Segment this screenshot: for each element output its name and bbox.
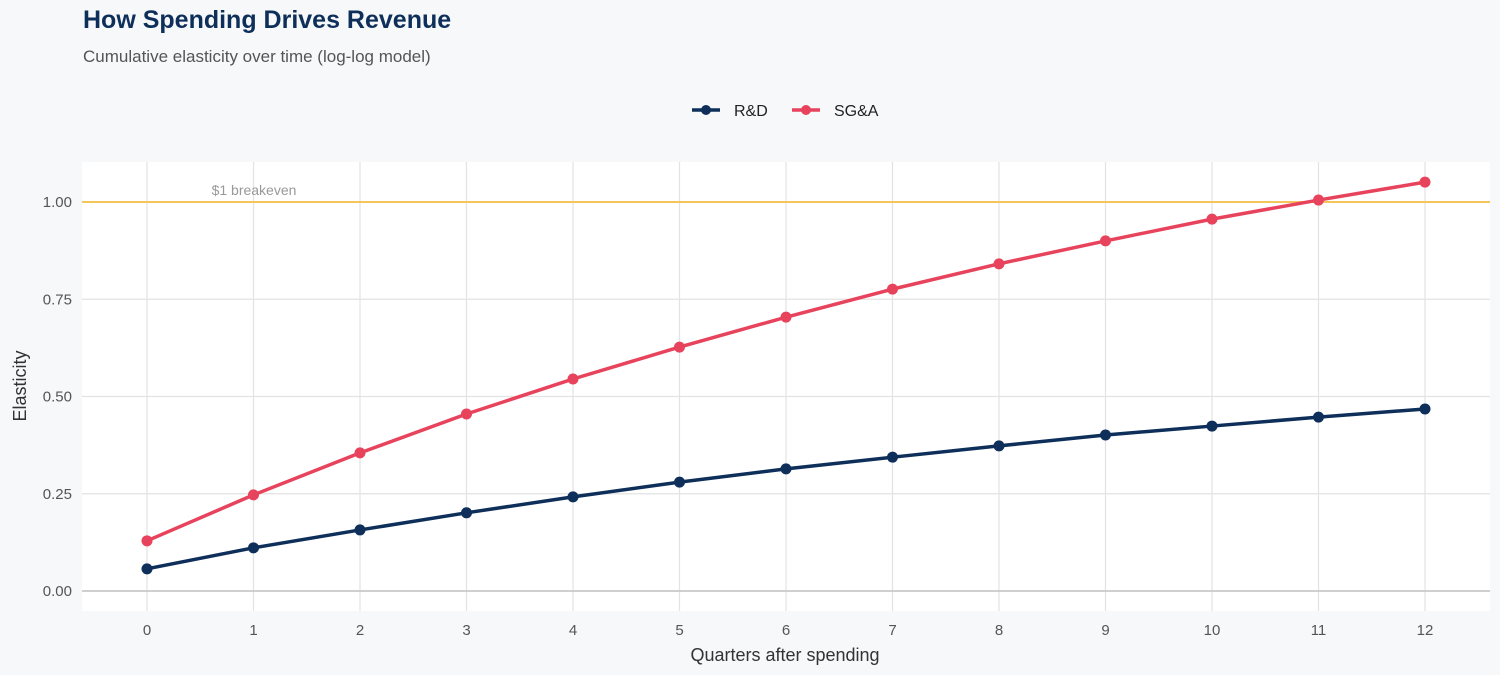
data-point bbox=[354, 447, 366, 459]
x-tick-label: 11 bbox=[1311, 622, 1327, 639]
chart-title: How Spending Drives Revenue bbox=[83, 6, 452, 34]
data-point bbox=[1100, 429, 1111, 441]
data-point bbox=[993, 258, 1005, 270]
legend-label: SG&A bbox=[834, 103, 879, 120]
y-axis-label: Elasticity bbox=[10, 350, 30, 421]
x-tick-label: 3 bbox=[462, 622, 470, 639]
data-point bbox=[248, 489, 259, 501]
x-tick-label: 9 bbox=[1101, 622, 1109, 639]
data-point bbox=[1100, 235, 1111, 247]
x-tick-label: 5 bbox=[675, 622, 683, 639]
data-point bbox=[780, 463, 792, 475]
data-point bbox=[1313, 411, 1324, 423]
legend-label: R&D bbox=[734, 103, 768, 120]
x-tick-label: 6 bbox=[782, 622, 790, 639]
x-tick-label: 4 bbox=[569, 622, 577, 639]
data-point bbox=[993, 440, 1005, 452]
y-tick-label: 0.75 bbox=[43, 291, 72, 308]
data-point bbox=[461, 408, 472, 420]
legend: R&D SG&A bbox=[692, 103, 879, 120]
legend-key-point bbox=[801, 105, 811, 115]
data-point bbox=[1419, 176, 1431, 188]
data-point bbox=[461, 507, 472, 519]
data-point bbox=[354, 524, 366, 536]
data-point bbox=[141, 563, 153, 575]
x-tick-label: 0 bbox=[143, 622, 151, 639]
x-tick-label: 10 bbox=[1204, 622, 1221, 639]
data-point bbox=[567, 373, 579, 385]
data-point bbox=[887, 451, 898, 463]
chart-subtitle: Cumulative elasticity over time (log-log… bbox=[83, 47, 431, 66]
x-tick-label: 1 bbox=[249, 622, 257, 639]
breakeven-label: $1 breakeven bbox=[212, 182, 297, 198]
legend-key-point bbox=[701, 105, 711, 115]
x-tick-label: 2 bbox=[356, 622, 364, 639]
x-axis-label: Quarters after spending bbox=[690, 645, 879, 665]
data-point bbox=[674, 476, 685, 488]
data-point bbox=[887, 283, 898, 295]
data-point bbox=[780, 311, 792, 323]
data-point bbox=[674, 341, 685, 353]
data-point bbox=[248, 542, 259, 554]
data-point bbox=[1206, 213, 1218, 225]
data-point bbox=[1313, 194, 1324, 206]
data-point bbox=[1419, 403, 1431, 415]
data-point bbox=[567, 491, 579, 503]
x-tick-label: 7 bbox=[888, 622, 896, 639]
data-point bbox=[1206, 420, 1218, 432]
x-tick-label: 12 bbox=[1417, 622, 1434, 639]
x-tick-label: 8 bbox=[995, 622, 1003, 639]
y-tick-label: 0.50 bbox=[43, 389, 72, 406]
y-tick-label: 1.00 bbox=[43, 194, 72, 211]
y-tick-label: 0.00 bbox=[43, 583, 72, 600]
y-tick-label: 0.25 bbox=[43, 486, 72, 503]
data-point bbox=[141, 535, 153, 547]
